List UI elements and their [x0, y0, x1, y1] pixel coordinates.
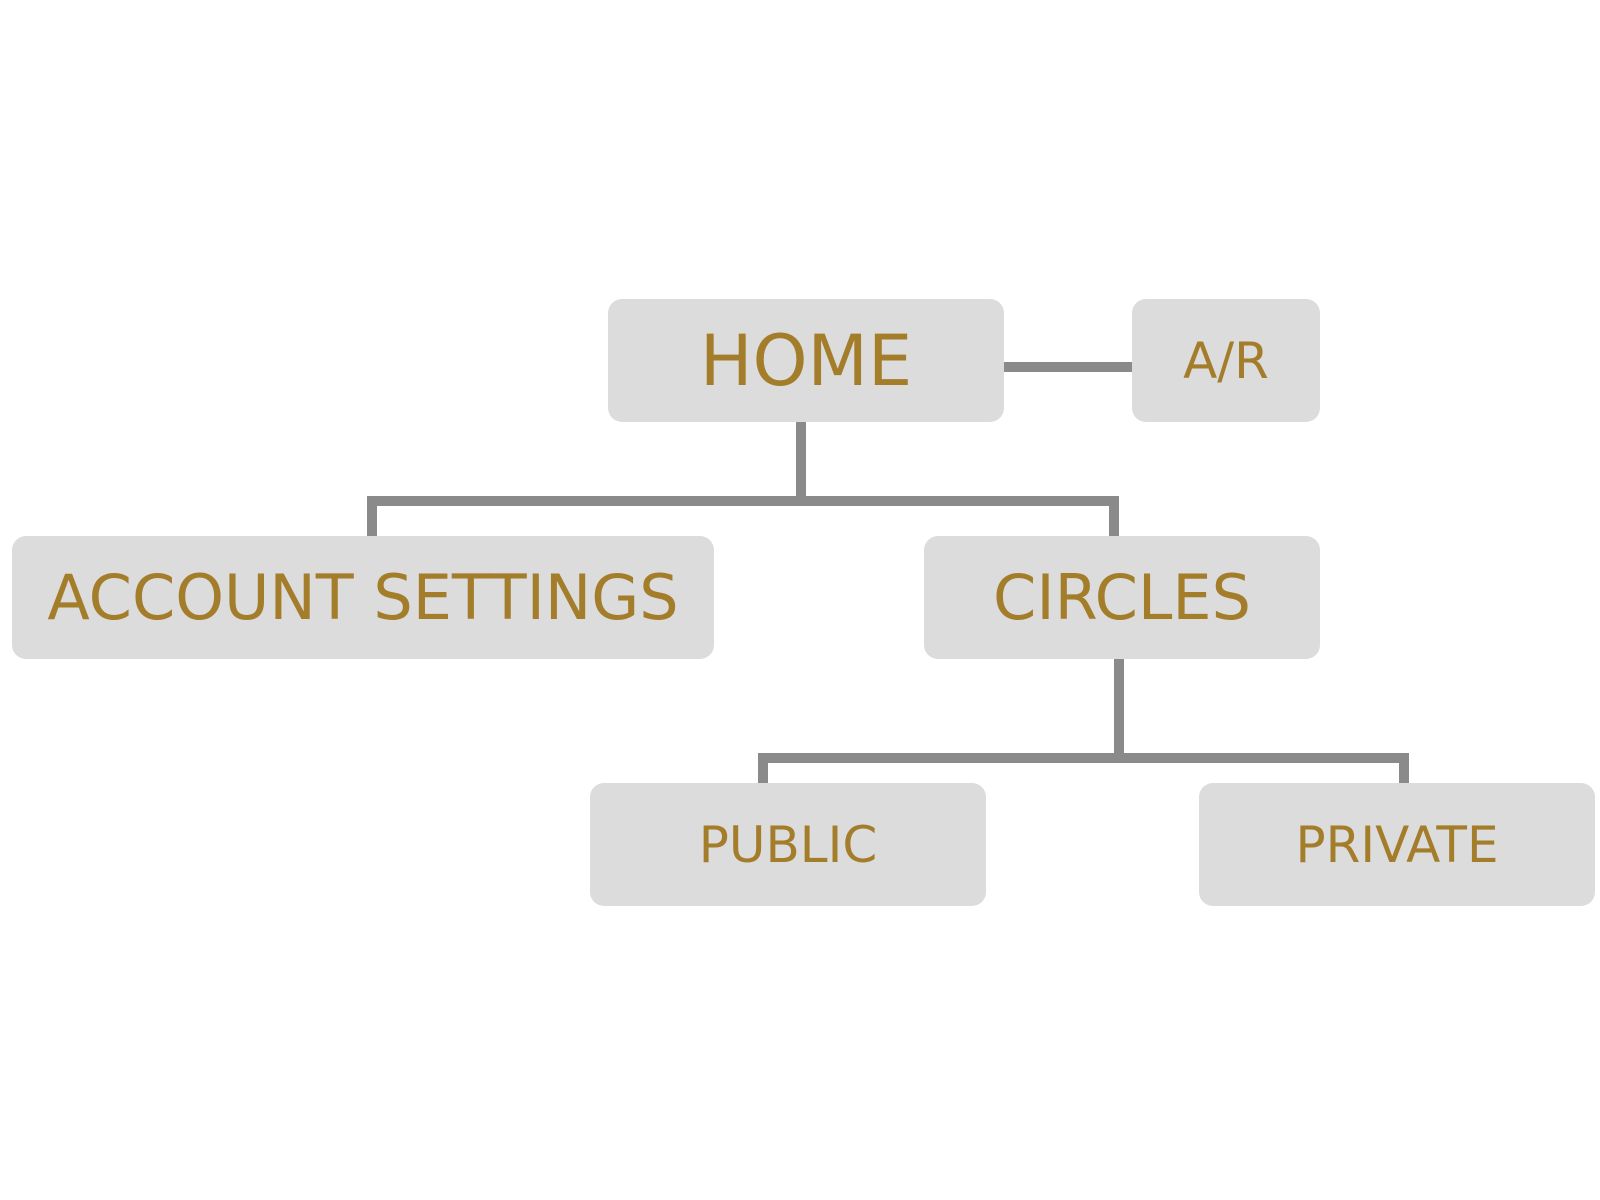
node-public[interactable]: PUBLIC [590, 783, 986, 906]
node-home[interactable]: HOME [608, 299, 1004, 422]
node-private[interactable]: PRIVATE [1199, 783, 1595, 906]
node-account-settings-label: ACCOUNT SETTINGS [47, 560, 679, 634]
node-ar[interactable]: A/R [1132, 299, 1320, 422]
node-home-label: HOME [699, 319, 913, 402]
node-ar-label: A/R [1183, 331, 1269, 390]
node-public-label: PUBLIC [698, 815, 878, 874]
node-circles[interactable]: CIRCLES [924, 536, 1320, 659]
node-account-settings[interactable]: ACCOUNT SETTINGS [12, 536, 714, 659]
node-circles-label: CIRCLES [993, 560, 1251, 634]
node-private-label: PRIVATE [1295, 815, 1499, 874]
